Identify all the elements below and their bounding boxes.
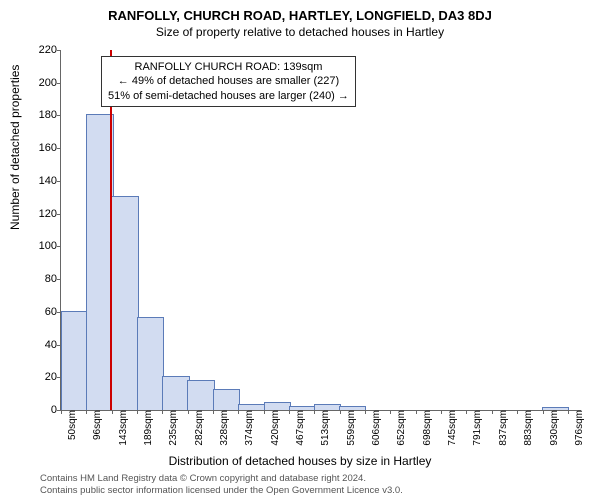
x-tick-mark [289,410,290,414]
x-tick-label: 883sqm [521,410,534,446]
x-tick-mark [213,410,214,414]
histogram-bar [61,311,88,410]
y-tick-mark [57,83,61,84]
histogram-bar [289,406,316,410]
x-tick-label: 559sqm [344,410,357,446]
x-tick-label: 930sqm [547,410,560,446]
title-main: RANFOLLY, CHURCH ROAD, HARTLEY, LONGFIEL… [0,0,600,23]
histogram-bar [314,404,341,410]
title-sub: Size of property relative to detached ho… [0,23,600,39]
x-tick-label: 513sqm [318,410,331,446]
y-tick-mark [57,181,61,182]
histogram-bar [111,196,138,410]
annotation-line1: RANFOLLY CHURCH ROAD: 139sqm [108,60,349,74]
x-tick-label: 143sqm [116,410,129,446]
histogram-bar [162,376,189,410]
x-tick-mark [61,410,62,414]
annotation-line3: 51% of semi-detached houses are larger (… [108,89,349,103]
y-tick-label: 100 [27,240,61,252]
x-tick-mark [238,410,239,414]
y-tick-label: 40 [27,339,61,351]
x-tick-mark [543,410,544,414]
x-tick-label: 282sqm [192,410,205,446]
x-tick-mark [112,410,113,414]
x-tick-mark [137,410,138,414]
y-tick-mark [57,148,61,149]
y-tick-label: 80 [27,273,61,285]
y-tick-mark [57,246,61,247]
x-tick-label: 976sqm [572,410,585,446]
chart-container: RANFOLLY, CHURCH ROAD, HARTLEY, LONGFIEL… [0,0,600,500]
footer-line1: Contains HM Land Registry data © Crown c… [40,473,590,484]
y-tick-label: 60 [27,306,61,318]
footer: Contains HM Land Registry data © Crown c… [40,473,590,496]
y-tick-label: 20 [27,371,61,383]
y-tick-label: 200 [27,77,61,89]
x-tick-mark [365,410,366,414]
chart-area: RANFOLLY CHURCH ROAD: 139sqm ← 49% of de… [60,50,581,411]
y-tick-label: 120 [27,208,61,220]
x-tick-label: 837sqm [496,410,509,446]
x-tick-label: 50sqm [65,410,78,440]
y-tick-label: 0 [27,404,61,416]
x-tick-mark [568,410,569,414]
footer-line2: Contains public sector information licen… [40,485,590,496]
x-tick-mark [188,410,189,414]
x-tick-mark [466,410,467,414]
y-tick-mark [57,115,61,116]
y-tick-label: 220 [27,44,61,56]
x-tick-label: 328sqm [217,410,230,446]
y-axis-label: Number of detached properties [8,65,22,230]
histogram-bar [137,317,164,410]
y-tick-mark [57,279,61,280]
y-tick-mark [57,50,61,51]
y-tick-label: 140 [27,175,61,187]
x-tick-mark [340,410,341,414]
x-tick-label: 652sqm [394,410,407,446]
x-tick-mark [390,410,391,414]
x-tick-label: 96sqm [90,410,103,440]
x-tick-mark [517,410,518,414]
x-tick-label: 791sqm [470,410,483,446]
x-tick-label: 189sqm [141,410,154,446]
annotation-box: RANFOLLY CHURCH ROAD: 139sqm ← 49% of de… [101,56,356,107]
x-tick-mark [492,410,493,414]
histogram-bar [264,402,291,410]
x-tick-mark [86,410,87,414]
annotation-line2: ← 49% of detached houses are smaller (22… [108,74,349,88]
x-tick-label: 374sqm [242,410,255,446]
histogram-bar [339,406,366,410]
x-tick-mark [264,410,265,414]
x-tick-label: 235sqm [166,410,179,446]
histogram-bar [187,380,214,410]
histogram-bar [213,389,240,410]
histogram-bar [238,404,265,410]
x-tick-label: 698sqm [420,410,433,446]
x-tick-label: 606sqm [369,410,382,446]
y-tick-label: 180 [27,109,61,121]
histogram-bar [542,407,569,410]
x-tick-label: 745sqm [445,410,458,446]
y-tick-mark [57,214,61,215]
x-tick-mark [314,410,315,414]
x-tick-label: 467sqm [293,410,306,446]
x-axis-label: Distribution of detached houses by size … [0,454,600,468]
x-tick-mark [162,410,163,414]
x-tick-mark [416,410,417,414]
x-tick-mark [441,410,442,414]
x-tick-label: 420sqm [268,410,281,446]
y-tick-label: 160 [27,142,61,154]
